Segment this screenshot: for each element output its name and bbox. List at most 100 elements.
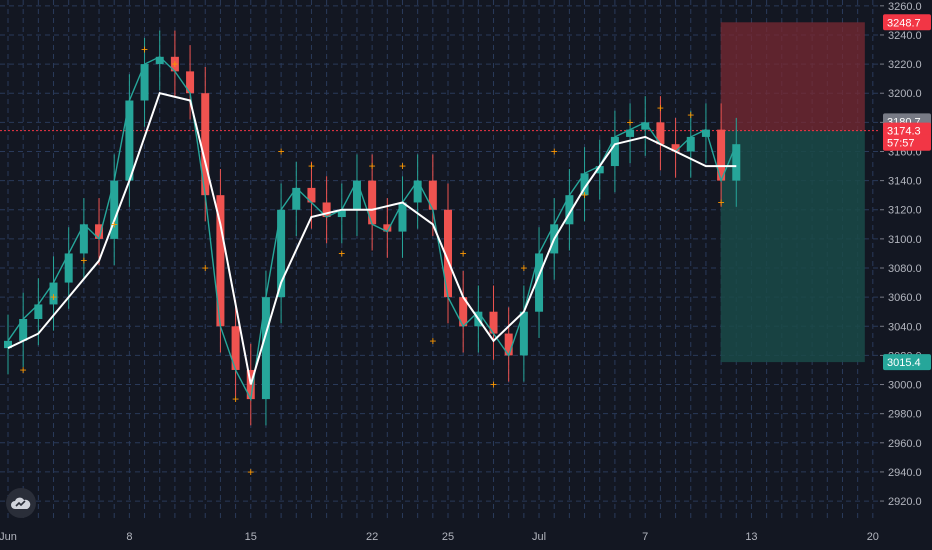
sar-marker: + [111, 217, 118, 231]
sar-marker: + [141, 43, 148, 57]
sar-marker: + [232, 392, 239, 406]
price-axis-label: 2980.0 [888, 409, 922, 421]
price-axis-label: 3100.0 [888, 234, 922, 246]
time-axis-label: Jul [532, 531, 546, 543]
candle-body [186, 71, 195, 94]
candle-body [489, 311, 498, 334]
sar-marker: + [429, 334, 436, 348]
sar-marker: + [247, 465, 254, 479]
candle-body [444, 209, 452, 298]
time-axis-panel [0, 520, 932, 550]
position-loss-zone[interactable] [720, 22, 865, 131]
sar-marker: + [369, 159, 376, 173]
candle-body [671, 144, 680, 152]
candle-body [352, 180, 361, 210]
candle-body [686, 136, 695, 152]
sar-marker: + [399, 159, 406, 173]
price-axis-label: 3060.0 [888, 292, 922, 304]
candle-body [34, 304, 43, 319]
candle-body [231, 326, 240, 370]
candle-body [580, 173, 589, 196]
sar-marker: + [718, 195, 725, 209]
candle-body [64, 253, 73, 283]
cloud-icon [11, 497, 31, 509]
price-axis-label: 3040.0 [888, 321, 922, 333]
sar-marker: + [278, 144, 285, 158]
candle-body [49, 282, 58, 305]
candle-body [307, 187, 316, 203]
candle-body [337, 209, 346, 218]
price-axis-panel [880, 0, 932, 550]
candle-body [19, 318, 28, 341]
sar-marker: + [657, 101, 664, 115]
candle-body [383, 224, 392, 232]
sar-marker: + [308, 159, 315, 173]
sar-marker: + [20, 363, 27, 377]
candle-body [459, 297, 468, 327]
price-axis-label: 3080.0 [888, 263, 922, 275]
price-badge-label: 3174.3 [887, 126, 921, 138]
time-axis-label: 20 [867, 531, 879, 543]
time-axis-label: 22 [366, 531, 378, 543]
time-axis-label: 8 [126, 531, 132, 543]
candle-body [656, 122, 665, 145]
tradingview-logo-icon[interactable] [6, 488, 36, 518]
sar-marker: + [490, 378, 497, 392]
price-axis-label: 3260.0 [888, 1, 922, 13]
candle-body [292, 187, 301, 210]
time-axis-label: Jun [0, 531, 17, 543]
candle-body [701, 129, 710, 137]
candle-body [641, 122, 650, 130]
price-axis-label: 3200.0 [888, 88, 922, 100]
sar-marker: + [627, 115, 634, 129]
time-axis-label: 25 [442, 531, 454, 543]
candle-body [413, 180, 422, 203]
candle-body [717, 129, 726, 181]
price-axis-label: 3220.0 [888, 59, 922, 71]
price-axis-label: 2940.0 [888, 467, 922, 479]
time-axis-label: 15 [245, 531, 257, 543]
candle-body [201, 93, 210, 196]
candle-body [4, 340, 12, 349]
moving-average-line [7, 92, 737, 385]
candle-body [216, 195, 225, 327]
candle-body [610, 136, 619, 167]
price-badge [883, 134, 931, 151]
sar-marker: + [460, 246, 467, 260]
candle-body [140, 64, 149, 101]
price-axis-label: 2960.0 [888, 438, 922, 450]
price-axis-label: 3240.0 [888, 30, 922, 42]
price-axis-label: 3120.0 [888, 205, 922, 217]
sar-marker: + [202, 261, 209, 275]
time-axis-label: 7 [642, 531, 648, 543]
sar-marker: + [687, 108, 694, 122]
sar-marker: + [338, 246, 345, 260]
sar-marker: + [581, 188, 588, 202]
candle-body [626, 129, 635, 137]
price-axis-label: 3000.0 [888, 380, 922, 392]
price-badge-label: 3015.4 [887, 357, 921, 369]
candle-body [95, 224, 104, 239]
candle-body [79, 224, 88, 254]
price-axis-label: 3140.0 [888, 176, 922, 188]
candle-body [519, 311, 528, 356]
candle-body [504, 333, 513, 356]
candle-body [170, 56, 179, 72]
price-badge-label: 57:57 [887, 138, 915, 150]
price-badge [883, 14, 931, 31]
candle-body [732, 144, 741, 181]
candle-body [277, 209, 286, 298]
sar-marker: + [80, 254, 87, 268]
sar-marker: + [551, 144, 558, 158]
position-profit-zone[interactable] [720, 130, 865, 363]
price-badge [883, 122, 931, 139]
candle-body [595, 166, 604, 174]
time-axis-label: 13 [745, 531, 757, 543]
candle-body [155, 56, 164, 65]
candle-body [261, 297, 270, 400]
sar-marker: + [50, 290, 57, 304]
candle-body [110, 180, 119, 239]
candle-body [322, 202, 331, 218]
price-axis-label: 2920.0 [888, 496, 922, 508]
